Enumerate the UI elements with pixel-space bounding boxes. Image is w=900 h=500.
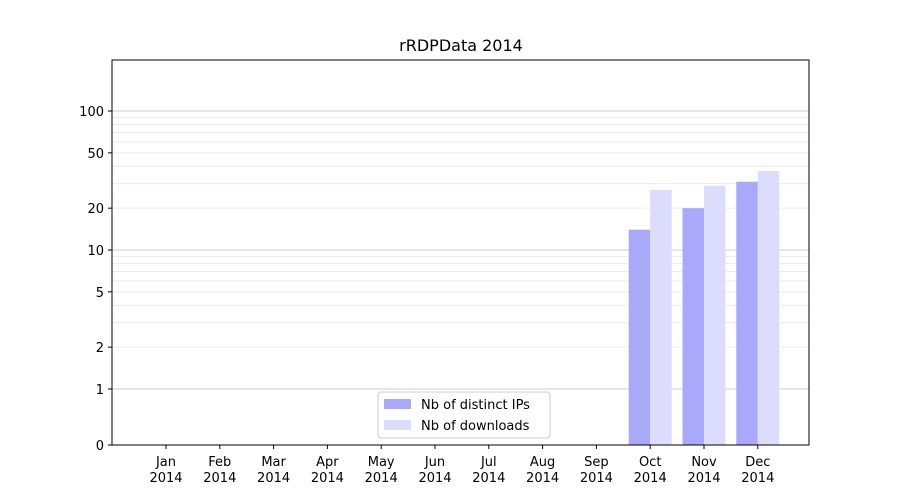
x-axis: Jan2014Feb2014Mar2014Apr2014May2014Jun20… bbox=[149, 445, 774, 486]
legend-swatch-downloads bbox=[384, 420, 411, 430]
x-tick-label-year: 2014 bbox=[149, 471, 182, 486]
bars-layer bbox=[628, 171, 780, 445]
y-tick-label: 1 bbox=[96, 383, 104, 398]
x-tick-label-month: Jun bbox=[424, 455, 445, 470]
y-tick-label: 20 bbox=[87, 202, 104, 217]
bar-distinct-ips bbox=[736, 181, 758, 445]
x-tick-label-month: Feb bbox=[208, 455, 231, 470]
x-tick-label-month: Oct bbox=[639, 455, 661, 470]
x-tick-label-year: 2014 bbox=[741, 471, 774, 486]
x-tick-label-year: 2014 bbox=[257, 471, 290, 486]
plot-frame bbox=[111, 59, 810, 446]
x-tick-label-month: Jan bbox=[155, 455, 176, 470]
x-tick-label-month: Jul bbox=[480, 455, 497, 470]
legend-swatch-ips bbox=[384, 399, 411, 409]
x-tick-label-month: Mar bbox=[261, 455, 286, 470]
chart-title: rRDPData 2014 bbox=[399, 36, 523, 55]
x-tick-label-year: 2014 bbox=[580, 471, 613, 486]
legend-label-downloads: Nb of downloads bbox=[421, 419, 530, 434]
x-tick-label-month: May bbox=[368, 455, 395, 470]
y-tick-label: 50 bbox=[87, 147, 104, 162]
x-tick-label-month: Aug bbox=[530, 455, 555, 470]
x-tick-label-month: Apr bbox=[316, 455, 339, 470]
x-tick-label-year: 2014 bbox=[311, 471, 344, 486]
legend-box bbox=[377, 391, 551, 439]
bar-downloads bbox=[757, 171, 780, 445]
bar-downloads bbox=[704, 185, 726, 445]
legend: Nb of distinct IPs Nb of downloads bbox=[377, 391, 551, 439]
x-tick-label-year: 2014 bbox=[472, 471, 505, 486]
x-tick-label-year: 2014 bbox=[687, 471, 720, 486]
x-tick-label-year: 2014 bbox=[526, 471, 559, 486]
grid-layer bbox=[112, 110, 809, 390]
x-tick-label-month: Nov bbox=[691, 455, 717, 470]
y-tick-label: 10 bbox=[87, 244, 104, 259]
y-tick-label: 5 bbox=[96, 286, 104, 301]
legend-label-ips: Nb of distinct IPs bbox=[421, 398, 530, 413]
x-tick-label-month: Sep bbox=[584, 455, 609, 470]
y-tick-label: 100 bbox=[79, 105, 104, 120]
x-tick-label-year: 2014 bbox=[203, 471, 236, 486]
bar-distinct-ips bbox=[628, 229, 651, 445]
x-tick-label-month: Dec bbox=[745, 455, 770, 470]
y-tick-label: 2 bbox=[96, 341, 104, 356]
bar-distinct-ips bbox=[682, 208, 704, 445]
x-tick-label-year: 2014 bbox=[634, 471, 667, 486]
x-tick-label-year: 2014 bbox=[365, 471, 398, 486]
y-axis: 0 1 2 5 10 20 50 100 bbox=[79, 105, 112, 454]
bar-downloads bbox=[650, 190, 672, 445]
x-tick-label-year: 2014 bbox=[418, 471, 451, 486]
y-tick-label: 0 bbox=[96, 439, 104, 454]
